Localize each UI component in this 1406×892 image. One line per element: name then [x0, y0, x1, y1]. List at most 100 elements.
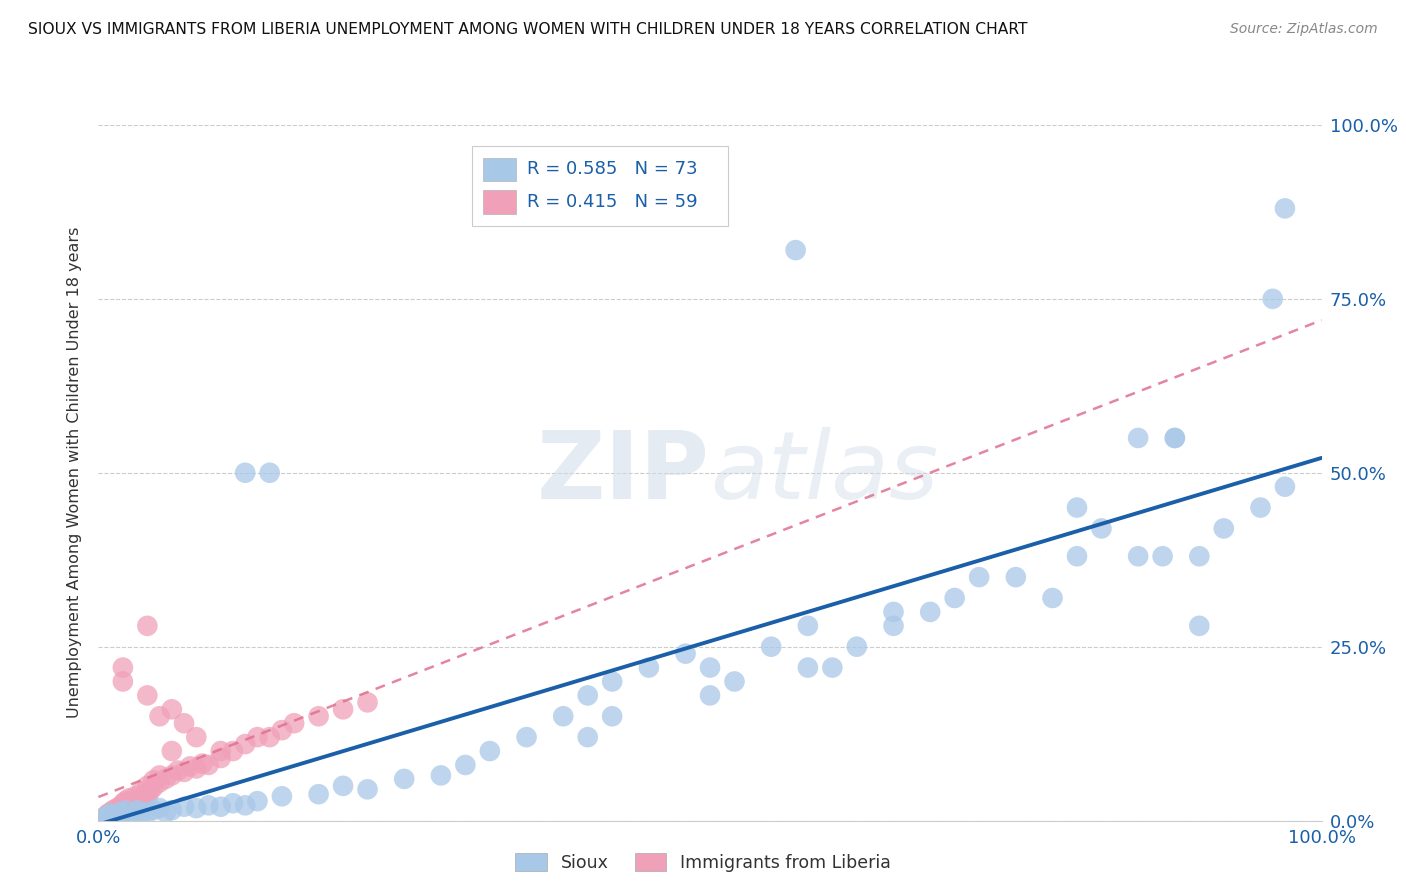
Point	[259, 466, 281, 480]
Point	[160, 744, 183, 758]
Point	[149, 801, 172, 815]
Point	[139, 784, 162, 798]
Point	[356, 782, 378, 797]
Point	[1042, 591, 1064, 605]
Point	[100, 806, 122, 821]
Point	[93, 810, 115, 824]
Point	[883, 619, 905, 633]
Point	[356, 695, 378, 709]
Point	[129, 806, 152, 821]
Point	[478, 744, 501, 758]
Point	[1066, 549, 1088, 564]
Point	[233, 466, 256, 480]
Point	[197, 798, 219, 813]
Point	[160, 702, 183, 716]
Point	[127, 803, 149, 817]
Point	[100, 805, 122, 820]
Point	[699, 660, 721, 674]
Point	[270, 789, 294, 804]
Point	[332, 702, 354, 716]
Point	[761, 640, 783, 654]
Point	[1249, 500, 1271, 515]
Point	[259, 730, 281, 744]
Point	[179, 759, 201, 773]
Point	[191, 756, 214, 771]
Point	[173, 716, 195, 731]
Point	[723, 674, 745, 689]
FancyBboxPatch shape	[482, 158, 516, 181]
Point	[845, 640, 868, 654]
Point	[1152, 549, 1174, 564]
Point	[136, 805, 159, 820]
Point	[1164, 431, 1187, 445]
Point	[209, 744, 232, 758]
Point	[111, 806, 134, 821]
Point	[553, 709, 575, 723]
Point	[283, 716, 305, 731]
Point	[111, 674, 134, 689]
Point	[118, 798, 141, 813]
Point	[967, 570, 990, 584]
Point	[576, 730, 599, 744]
Point	[1274, 202, 1296, 216]
Point	[105, 801, 128, 815]
Point	[142, 803, 165, 817]
Point	[124, 789, 146, 804]
Point	[129, 784, 152, 798]
Point	[173, 764, 195, 779]
Point	[142, 780, 165, 795]
Point	[883, 605, 905, 619]
Point	[1212, 521, 1234, 535]
Point	[699, 689, 721, 703]
Point	[114, 794, 136, 808]
Point	[124, 799, 146, 814]
Point	[222, 744, 245, 758]
Point	[118, 791, 141, 805]
Point	[233, 737, 256, 751]
Point	[600, 674, 623, 689]
Point	[110, 799, 132, 814]
Text: Source: ZipAtlas.com: Source: ZipAtlas.com	[1230, 22, 1378, 37]
Point	[785, 243, 807, 257]
Point	[149, 768, 172, 782]
Legend: Sioux, Immigrants from Liberia: Sioux, Immigrants from Liberia	[509, 847, 897, 879]
Point	[197, 758, 219, 772]
Point	[1164, 431, 1187, 445]
Point	[110, 805, 132, 820]
Point	[186, 801, 208, 815]
Point	[332, 779, 354, 793]
Point	[110, 805, 132, 820]
Point	[101, 803, 124, 817]
Point	[167, 764, 190, 778]
Point	[675, 647, 697, 661]
Point	[1188, 549, 1211, 564]
Point	[821, 660, 844, 674]
Point	[246, 794, 269, 808]
Point	[111, 660, 134, 674]
Point	[173, 799, 195, 814]
Point	[209, 751, 232, 765]
Text: R = 0.585   N = 73: R = 0.585 N = 73	[526, 160, 697, 178]
Point	[114, 803, 136, 817]
Point	[1128, 549, 1150, 564]
Point	[638, 660, 661, 674]
Point	[308, 787, 330, 801]
Point	[96, 808, 118, 822]
Text: atlas: atlas	[710, 427, 938, 518]
Point	[97, 806, 120, 821]
Point	[1274, 480, 1296, 494]
Point	[149, 709, 172, 723]
Point	[111, 796, 134, 810]
Point	[222, 796, 245, 810]
Point	[186, 761, 208, 775]
Point	[97, 808, 120, 822]
Y-axis label: Unemployment Among Women with Children Under 18 years: Unemployment Among Women with Children U…	[67, 227, 83, 718]
Point	[186, 730, 208, 744]
Point	[136, 779, 159, 793]
Text: ZIP: ZIP	[537, 426, 710, 519]
Point	[111, 803, 134, 817]
Point	[129, 791, 152, 805]
Point	[576, 689, 599, 703]
Point	[1128, 431, 1150, 445]
Point	[454, 758, 477, 772]
